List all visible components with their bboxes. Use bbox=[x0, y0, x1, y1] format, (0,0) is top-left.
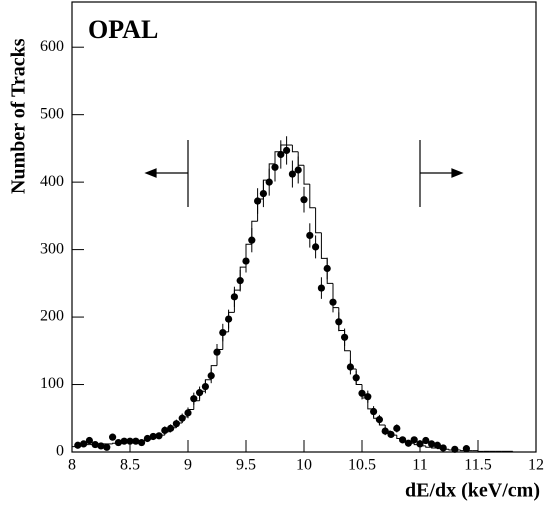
data-point bbox=[97, 442, 105, 450]
data-point bbox=[265, 178, 273, 186]
histogram-step bbox=[320, 232, 328, 259]
arrow-head bbox=[144, 168, 157, 178]
data-point bbox=[120, 437, 128, 445]
x-tick-label: 10.5 bbox=[348, 457, 376, 474]
y-axis-label: Number of Tracks bbox=[8, 38, 30, 194]
data-point bbox=[143, 434, 151, 443]
data-point bbox=[85, 436, 93, 445]
data-point bbox=[155, 432, 163, 440]
y-tick-label: 0 bbox=[56, 443, 64, 460]
data-point bbox=[433, 441, 441, 449]
data-point bbox=[167, 424, 175, 432]
histogram-step bbox=[425, 445, 432, 448]
data-point bbox=[393, 424, 401, 432]
data-point bbox=[248, 236, 256, 244]
data-point bbox=[283, 146, 291, 155]
data-point bbox=[161, 426, 169, 435]
data-point bbox=[132, 437, 140, 445]
data-point bbox=[259, 190, 267, 198]
data-point bbox=[410, 436, 418, 444]
arrow-head bbox=[451, 168, 464, 178]
data-point bbox=[404, 439, 412, 447]
data-point bbox=[323, 264, 331, 273]
histogram-step bbox=[477, 450, 484, 452]
data-point bbox=[370, 407, 378, 416]
histogram-step bbox=[297, 151, 304, 166]
data-point bbox=[288, 170, 296, 178]
histogram-step bbox=[315, 207, 322, 234]
data-point bbox=[91, 440, 99, 449]
histogram-step bbox=[291, 145, 299, 153]
data-point bbox=[138, 438, 146, 447]
cut-arrows bbox=[144, 140, 464, 207]
data-point bbox=[254, 197, 262, 205]
y-tick-label: 600 bbox=[40, 38, 64, 55]
x-tick-label: 9 bbox=[184, 457, 192, 474]
data-point bbox=[416, 440, 424, 448]
data-point bbox=[225, 315, 233, 323]
data-point bbox=[74, 441, 82, 449]
plot-frame bbox=[71, 1, 537, 453]
data-point bbox=[329, 298, 337, 306]
x-tick-label: 10 bbox=[296, 457, 312, 474]
data-point bbox=[439, 444, 447, 452]
data-point bbox=[230, 293, 238, 301]
data-point bbox=[375, 416, 383, 424]
data-point bbox=[196, 389, 204, 397]
data-point bbox=[306, 231, 314, 240]
data-point bbox=[178, 414, 186, 422]
data-point bbox=[346, 363, 354, 371]
x-tick-label: 12 bbox=[528, 457, 544, 474]
data-point bbox=[358, 389, 366, 397]
data-point bbox=[219, 328, 227, 337]
data-point bbox=[451, 445, 459, 453]
data-point bbox=[207, 372, 215, 380]
y-tick-label: 100 bbox=[40, 375, 64, 392]
histogram-step bbox=[303, 165, 310, 185]
data-point bbox=[364, 393, 372, 401]
data-point bbox=[80, 440, 88, 448]
data-point bbox=[190, 395, 198, 403]
chart-title: OPAL bbox=[88, 15, 158, 44]
histogram-step bbox=[309, 184, 316, 209]
data-point bbox=[236, 277, 244, 285]
data-point bbox=[317, 284, 325, 292]
data-point bbox=[109, 433, 117, 441]
data-point bbox=[172, 420, 180, 428]
data-point bbox=[335, 318, 343, 326]
y-tick-label: 300 bbox=[40, 240, 64, 257]
x-tick-label: 8.5 bbox=[120, 457, 140, 474]
data-point bbox=[387, 430, 395, 439]
data-point bbox=[381, 427, 389, 435]
data-point bbox=[341, 333, 349, 341]
x-tick-label: 11.5 bbox=[464, 457, 491, 474]
data-point bbox=[114, 438, 122, 447]
y-tick-label: 400 bbox=[40, 173, 64, 190]
data-point bbox=[184, 409, 192, 417]
data-point bbox=[300, 196, 308, 204]
data-point bbox=[242, 257, 250, 265]
data-point bbox=[213, 348, 221, 356]
data-point bbox=[271, 163, 279, 171]
histogram-step bbox=[512, 451, 519, 453]
y-tick-label: 200 bbox=[40, 308, 64, 325]
data-point bbox=[149, 432, 157, 441]
data-point bbox=[428, 440, 436, 448]
data-point bbox=[126, 437, 134, 445]
x-tick-label: 11 bbox=[412, 457, 427, 474]
data-point bbox=[399, 436, 407, 444]
data-point bbox=[201, 382, 209, 391]
y-tick-label: 500 bbox=[40, 105, 64, 122]
data-point bbox=[462, 445, 470, 453]
data-point bbox=[352, 374, 360, 382]
x-tick-label: 9.5 bbox=[236, 457, 256, 474]
data-point bbox=[312, 243, 320, 251]
x-axis-label: dE/dx (keV/cm) bbox=[405, 480, 540, 502]
data-point bbox=[422, 436, 430, 445]
data-point bbox=[103, 443, 111, 451]
data-point bbox=[277, 150, 285, 159]
x-tick-label: 8 bbox=[68, 457, 76, 474]
data-point bbox=[294, 166, 302, 174]
